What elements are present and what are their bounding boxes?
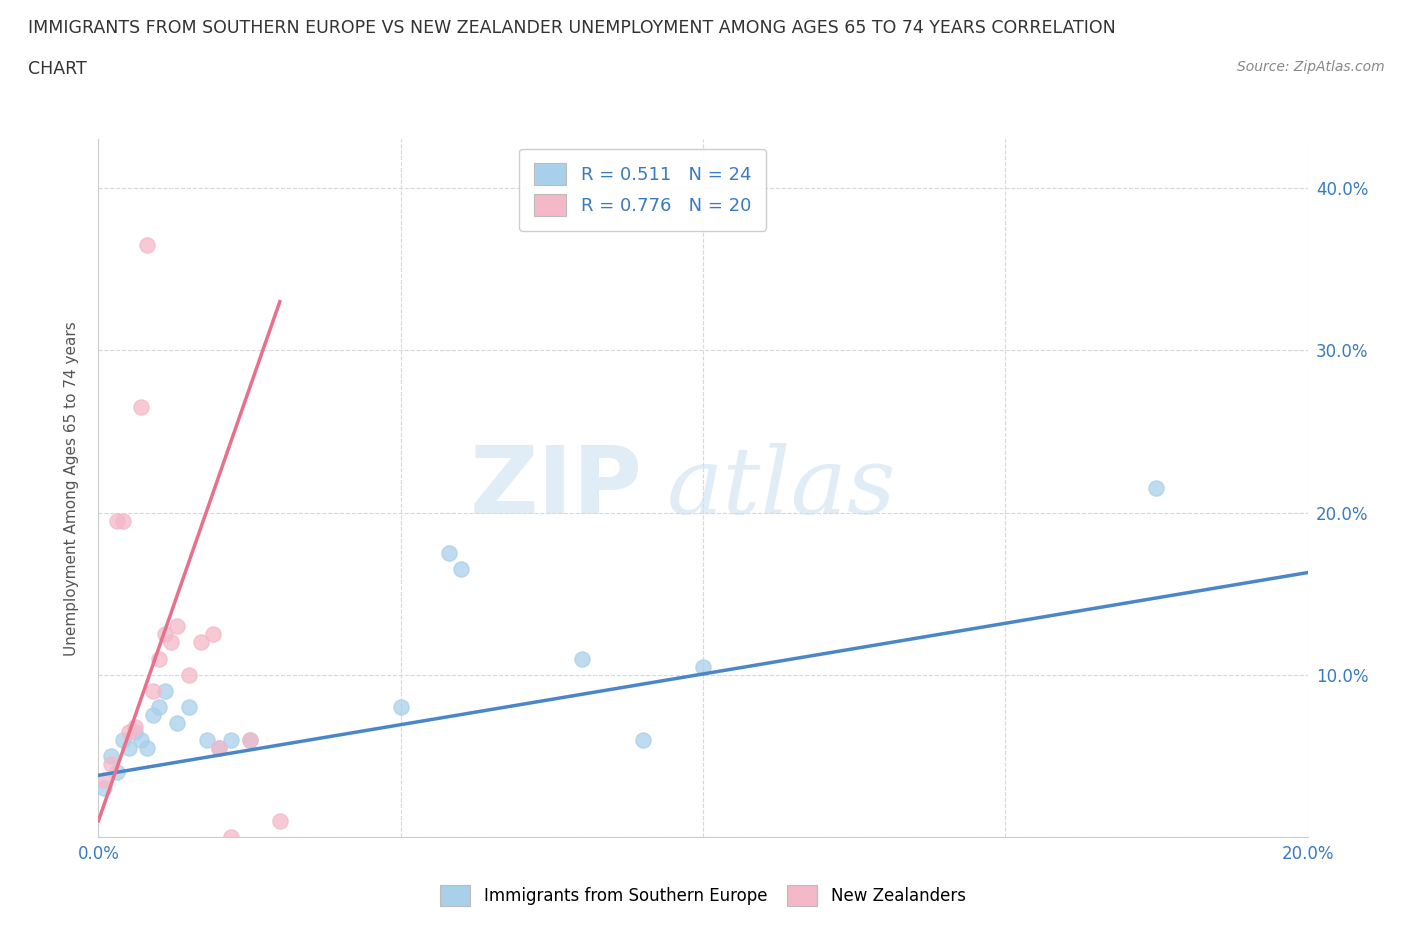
Point (105, 513, 128, 528)
Text: IMMIGRANTS FROM SOUTHERN EUROPE VS NEW ZEALANDER UNEMPLOYMENT AMONG AGES 65 TO 7: IMMIGRANTS FROM SOUTHERN EUROPE VS NEW Z… (28, 19, 1116, 36)
Point (118, 740, 141, 755)
Point (111, 732, 134, 747)
Point (202, 627, 225, 642)
Point (166, 618, 188, 633)
Point (153, 684, 176, 698)
Point (100, 757, 122, 772)
Text: atlas: atlas (666, 444, 896, 533)
Point (571, 651, 593, 666)
Point (179, 699, 201, 714)
Point (111, 513, 134, 528)
Point (239, 732, 262, 747)
Point (208, 740, 231, 755)
Point (93, 781, 115, 796)
Point (195, 732, 218, 747)
Point (179, 668, 201, 683)
Point (148, 699, 170, 714)
Point (208, 740, 231, 755)
Point (160, 635, 183, 650)
Point (239, 732, 262, 747)
Point (142, 684, 165, 698)
Point (631, 732, 654, 747)
Point (105, 764, 128, 779)
Point (269, 814, 291, 829)
Point (450, 562, 472, 577)
Point (93, 773, 115, 788)
Point (124, 719, 146, 734)
Point (389, 699, 412, 714)
Point (129, 732, 152, 747)
Text: CHART: CHART (28, 60, 87, 78)
Point (221, 830, 243, 844)
Point (153, 627, 176, 642)
Point (142, 708, 165, 723)
Point (166, 716, 188, 731)
Point (437, 546, 460, 561)
Text: Source: ZipAtlas.com: Source: ZipAtlas.com (1237, 60, 1385, 74)
Point (692, 659, 714, 674)
Point (221, 732, 243, 747)
Point (100, 749, 122, 764)
Point (124, 724, 146, 739)
Point (129, 400, 152, 415)
Point (135, 740, 157, 755)
Point (148, 651, 170, 666)
Point (1144, 481, 1167, 496)
Point (118, 724, 141, 739)
Point (135, 237, 157, 252)
Point (190, 635, 212, 650)
Y-axis label: Unemployment Among Ages 65 to 74 years: Unemployment Among Ages 65 to 74 years (65, 321, 79, 656)
Legend: Immigrants from Southern Europe, New Zealanders: Immigrants from Southern Europe, New Zea… (433, 879, 973, 912)
Text: ZIP: ZIP (470, 443, 643, 534)
